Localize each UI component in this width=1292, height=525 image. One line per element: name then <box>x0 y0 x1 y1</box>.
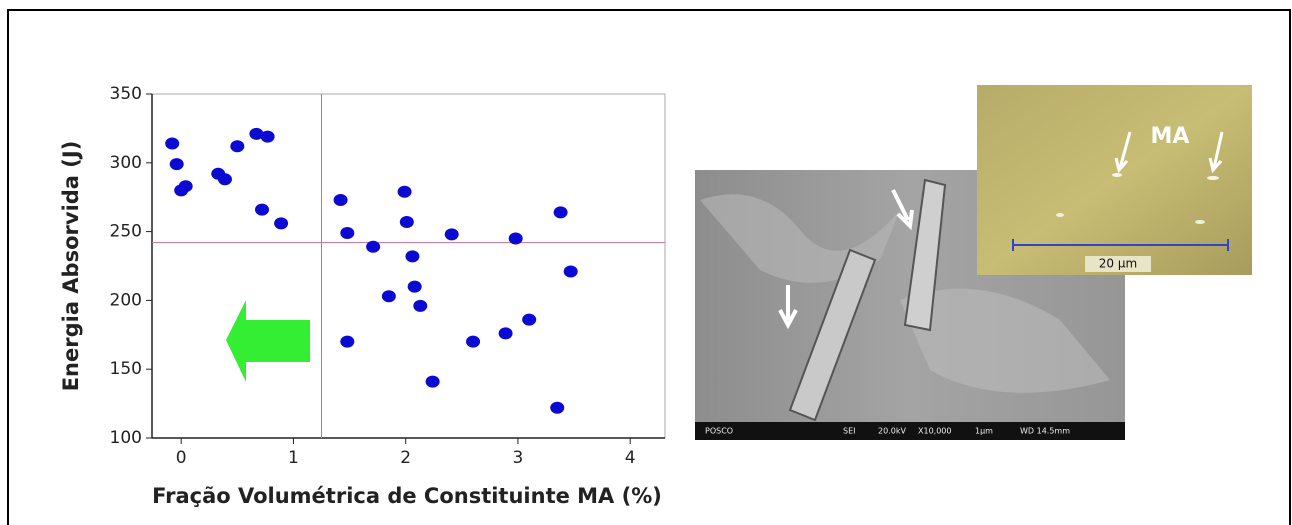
x-axis-label: Fração Volumétrica de Constituinte MA (%… <box>152 484 662 508</box>
plot-area <box>151 93 666 439</box>
point <box>399 215 414 228</box>
point <box>249 127 264 140</box>
point <box>522 313 537 326</box>
frame <box>7 9 1291 525</box>
point <box>340 226 355 239</box>
arrow <box>226 300 310 382</box>
point <box>260 130 275 143</box>
image-footer-text: 20.0kV <box>878 427 906 436</box>
y-tick-label: 100 <box>110 428 142 448</box>
point <box>397 185 412 198</box>
point <box>366 240 381 253</box>
point <box>255 203 270 216</box>
y-tick-label: 200 <box>110 290 142 310</box>
x-tick-label: 2 <box>400 448 411 468</box>
image-label: MA <box>1151 124 1190 149</box>
x-tick-label: 4 <box>625 448 636 468</box>
point <box>340 335 355 348</box>
point <box>333 193 348 206</box>
point <box>381 290 396 303</box>
point <box>466 335 481 348</box>
point <box>425 375 440 388</box>
image-footer-text: POSCO <box>705 427 733 436</box>
point <box>444 228 459 241</box>
point <box>230 140 245 153</box>
point <box>407 280 422 293</box>
point <box>165 137 180 150</box>
scale-label: 20 µm <box>1099 257 1137 271</box>
point <box>553 206 568 219</box>
y-tick-label: 150 <box>110 359 142 379</box>
point <box>550 401 565 414</box>
y-tick-label: 350 <box>110 84 142 104</box>
image-footer-text: X10,000 <box>918 427 951 436</box>
plot: 100 150 200 250 300 350 0 1 2 3 4 Fração Volumétric… <box>59 84 666 508</box>
point <box>508 232 523 245</box>
optical-image: MA 20 µm <box>977 85 1252 275</box>
point <box>178 180 193 193</box>
point <box>563 265 578 278</box>
x-tick-label: 0 <box>176 448 187 468</box>
point <box>274 217 289 230</box>
image-footer-text: WD 14.5mm <box>1020 427 1070 436</box>
point <box>498 327 513 340</box>
y-tick-label: 300 <box>110 153 142 173</box>
point <box>405 250 420 263</box>
x-tick-label: 1 <box>288 448 299 468</box>
image-footer-text: SEI <box>843 427 856 436</box>
y-axis-label: Energia Absorvida (J) <box>59 141 83 392</box>
y-tick-label: 250 <box>110 222 142 242</box>
point <box>413 299 428 312</box>
x-tick-label: 3 <box>513 448 524 468</box>
image-footer-text: 1µm <box>975 427 993 436</box>
point <box>217 173 232 186</box>
point <box>169 158 184 171</box>
